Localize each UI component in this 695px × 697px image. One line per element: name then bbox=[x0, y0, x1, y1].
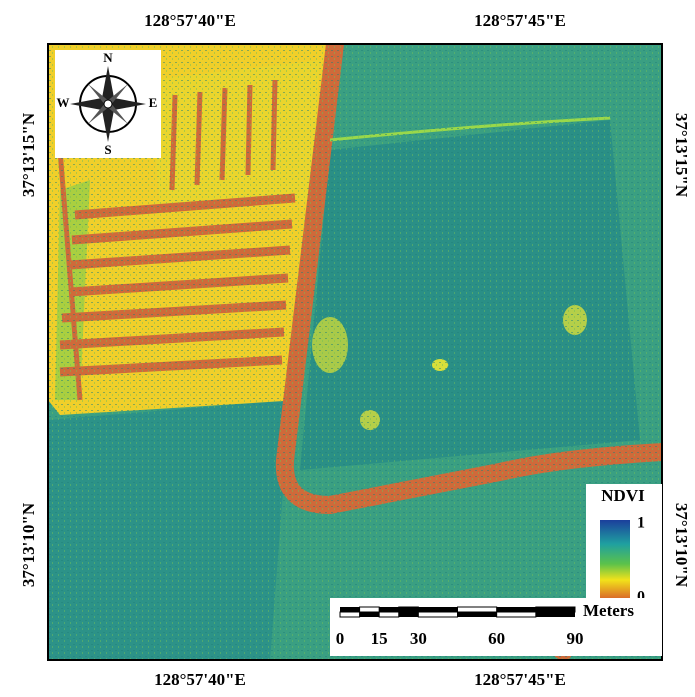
scale-segment bbox=[536, 612, 575, 617]
left-coord: 37°13'10"N bbox=[19, 502, 38, 587]
bottom-coord: 128°57'40"E bbox=[154, 670, 246, 689]
right-coord: 37°13'15"N bbox=[672, 113, 691, 198]
legend-ramp bbox=[600, 520, 630, 600]
compass-e: E bbox=[149, 95, 158, 110]
compass-n: N bbox=[103, 50, 113, 65]
scale-tick-label: 15 bbox=[371, 629, 388, 648]
scale-segment bbox=[379, 612, 399, 617]
scale-segment bbox=[340, 612, 360, 617]
scale-segment bbox=[340, 607, 360, 612]
scale-segment bbox=[418, 612, 457, 617]
scale-segment bbox=[399, 612, 419, 617]
scale-segment bbox=[379, 607, 399, 612]
scale-segment bbox=[418, 607, 457, 612]
left-coord: 37°13'15"N bbox=[19, 112, 38, 197]
bottom-coord: 128°57'45"E bbox=[474, 670, 566, 689]
compass-s: S bbox=[104, 142, 111, 157]
scale-bar: Meters 0 15 30 60 90 bbox=[330, 598, 662, 656]
scale-tick-label: 90 bbox=[567, 629, 584, 648]
scale-segment bbox=[458, 607, 497, 612]
right-coord: 37°13'10"N bbox=[672, 503, 691, 588]
top-coord: 128°57'45"E bbox=[474, 11, 566, 30]
scale-tick-label: 60 bbox=[488, 629, 505, 648]
legend-title: NDVI bbox=[601, 486, 645, 505]
map-figure: 128°57'40"E 128°57'45"E 128°57'40"E 128°… bbox=[0, 0, 695, 697]
scale-segment bbox=[360, 607, 380, 612]
scale-unit: Meters bbox=[583, 601, 634, 620]
scale-tick-label: 0 bbox=[336, 629, 345, 648]
compass-w: W bbox=[57, 95, 70, 110]
scale-segment bbox=[497, 607, 536, 612]
top-coord: 128°57'40"E bbox=[144, 11, 236, 30]
scale-segment bbox=[497, 612, 536, 617]
compass: N S E W bbox=[55, 50, 161, 158]
legend-max: 1 bbox=[637, 515, 645, 532]
scale-segment bbox=[458, 612, 497, 617]
scale-tick-label: 30 bbox=[410, 629, 427, 648]
scale-segment bbox=[360, 612, 380, 617]
scale-segment bbox=[536, 607, 575, 612]
legend: NDVI 1 0 bbox=[586, 484, 662, 606]
scale-segment bbox=[399, 607, 419, 612]
